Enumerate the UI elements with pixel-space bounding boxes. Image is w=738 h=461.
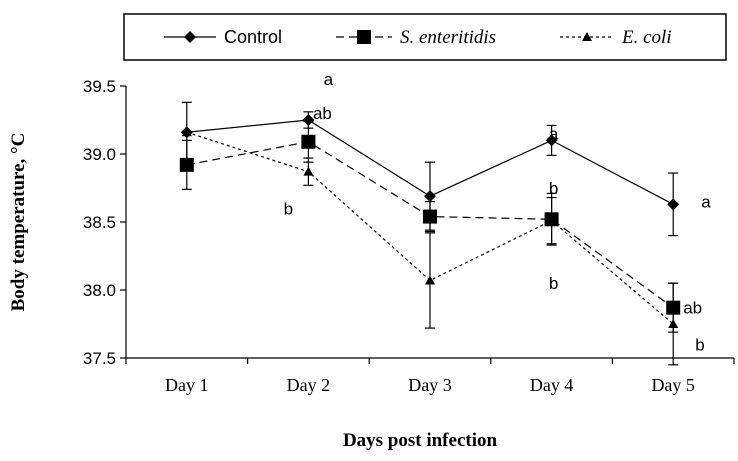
data-point bbox=[546, 215, 557, 225]
significance-label: b bbox=[284, 199, 293, 218]
series-line bbox=[186, 131, 674, 325]
significance-label: b bbox=[549, 274, 558, 293]
y-tick-label: 38.5 bbox=[83, 213, 116, 232]
axes: 37.5 38.0 38.5 39.0 39.5 Day 1 Day 2 Day 3 Day … bbox=[83, 77, 735, 395]
data-point bbox=[667, 198, 680, 211]
legend-entry: Control bbox=[164, 27, 282, 47]
significance-label: b bbox=[549, 179, 558, 198]
data-point bbox=[179, 157, 194, 172]
significance-label: a bbox=[549, 125, 559, 144]
legend-label: S. enteritidis bbox=[400, 27, 496, 48]
data-point bbox=[303, 166, 314, 176]
data-point bbox=[181, 127, 192, 137]
legend-marker bbox=[184, 31, 196, 43]
x-tick-label: Day 1 bbox=[165, 375, 209, 395]
significance-label: ab bbox=[683, 299, 702, 318]
y-tick-label: 39.0 bbox=[83, 145, 116, 164]
x-tick-label: Day 3 bbox=[408, 375, 452, 395]
y-tick-label: 39.5 bbox=[83, 77, 116, 96]
legend-label: E. coli bbox=[621, 27, 672, 48]
x-axis-title: Days post infection bbox=[343, 430, 498, 451]
significance-label: a bbox=[324, 70, 334, 89]
significance-label: b bbox=[695, 335, 704, 354]
x-tick-label: Day 4 bbox=[530, 375, 574, 395]
data-point bbox=[302, 114, 315, 126]
legend-marker bbox=[357, 30, 371, 44]
x-tick-label: Day 5 bbox=[651, 375, 695, 395]
legend-label: Control bbox=[224, 27, 282, 47]
significance-label: ab bbox=[313, 104, 332, 123]
data-point bbox=[425, 275, 435, 285]
data-point bbox=[668, 319, 679, 328]
y-tick-label: 37.5 bbox=[83, 349, 116, 368]
data-point bbox=[301, 134, 316, 149]
significance-label: a bbox=[701, 193, 711, 212]
legend: Control S. enteritidis E. coli bbox=[123, 13, 727, 61]
legend-marker bbox=[582, 32, 592, 41]
y-axis-title: Body temperature, °C bbox=[8, 133, 29, 312]
x-tick-label: Day 2 bbox=[287, 375, 331, 395]
data-point bbox=[423, 209, 437, 224]
legend-entry: S. enteritidis bbox=[336, 27, 496, 48]
data-point bbox=[424, 190, 436, 203]
legend-entry: E. coli bbox=[560, 27, 672, 48]
data-point bbox=[545, 134, 558, 147]
y-tick-label: 38.0 bbox=[83, 281, 116, 300]
legend-frame bbox=[123, 13, 727, 61]
series-triangle bbox=[181, 127, 679, 366]
